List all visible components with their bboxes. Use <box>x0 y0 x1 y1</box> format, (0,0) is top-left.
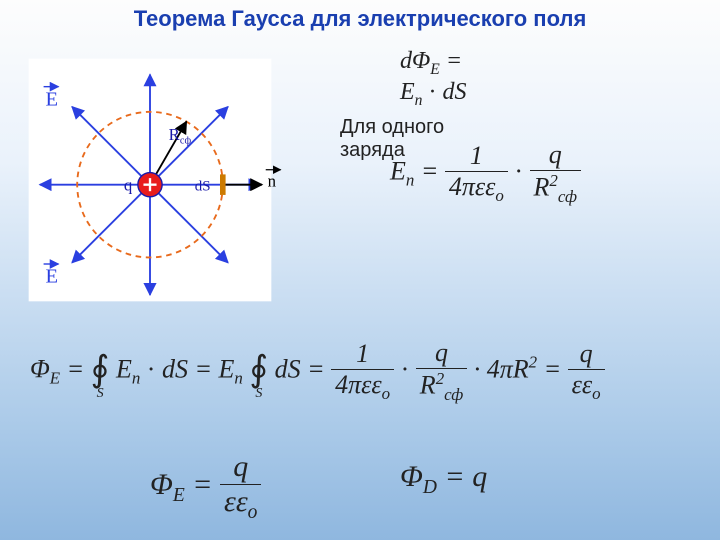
pel-phi: Φ <box>30 354 50 383</box>
gauss-sphere-diagram: E Eq Rсф dS n <box>0 40 300 320</box>
pel-E2-sub: n <box>234 369 242 388</box>
pes-d: εε <box>224 485 248 518</box>
pel-dS2: dS <box>275 354 301 383</box>
pel-eq1: = <box>67 354 85 383</box>
oint-2: ∮S <box>249 355 268 388</box>
en-lhs-sub: n <box>406 171 414 190</box>
eq-phiE-short: ΦE = q εεo <box>150 450 261 524</box>
pel-n2: q <box>416 338 467 368</box>
pel-tail-sup: 2 <box>529 353 537 372</box>
oint-1: ∮S <box>91 355 110 388</box>
pel-d1-sub: o <box>382 384 390 403</box>
phid-rhs: q <box>472 460 487 493</box>
dphi-E-sub: n <box>415 92 423 109</box>
pel-phi-sub: E <box>50 369 60 388</box>
pel-d1: 4πεε <box>335 370 382 399</box>
pel-eq3: = <box>307 354 325 383</box>
en-den2-sub: сф <box>558 187 577 206</box>
pes-n: q <box>220 450 261 484</box>
page-title: Теорема Гаусса для электрического поля <box>0 6 720 32</box>
en-den2-sup: 2 <box>549 171 557 190</box>
pel-E-sub: n <box>132 369 140 388</box>
phid-sub: D <box>423 477 437 498</box>
en-den1: 4πεε <box>449 172 496 201</box>
en-lhs: E <box>390 156 406 185</box>
oint2-sub: S <box>255 386 262 402</box>
pel-E2: E <box>219 354 235 383</box>
pel-eq4: = <box>544 354 562 383</box>
pes-phi: Φ <box>150 468 173 501</box>
en-eq: = <box>421 156 439 185</box>
pel-d3: εε <box>572 370 593 399</box>
svg-text:dS: dS <box>195 178 211 194</box>
pel-d3-sub: o <box>592 384 600 403</box>
eq-phiD: ΦD = q <box>400 460 487 499</box>
pel-d2-sup: 2 <box>436 369 444 388</box>
pel-n1: 1 <box>331 339 394 369</box>
svg-text:E: E <box>45 266 58 288</box>
svg-text:сф: сф <box>180 136 192 147</box>
en-num2: q <box>530 140 581 170</box>
dphi-lhs-sub: E <box>430 61 440 78</box>
dphi-eq: = <box>446 48 462 74</box>
svg-text:E: E <box>45 88 58 110</box>
phid-phi: Φ <box>400 460 423 493</box>
svg-text:R: R <box>169 125 181 144</box>
pel-d2-sub: сф <box>444 385 463 404</box>
pel-dot1: · <box>147 354 156 383</box>
en-den2: R <box>534 173 550 202</box>
en-den1-sub: o <box>495 186 503 205</box>
pes-eq: = <box>192 468 212 501</box>
pes-d-sub: o <box>248 502 258 523</box>
en-dot: · <box>514 156 523 185</box>
pel-n3: q <box>568 339 605 369</box>
eq-dphi: dΦE = En · dS <box>400 48 466 110</box>
oint1-sub: S <box>97 386 104 402</box>
pel-eq2: = <box>194 354 212 383</box>
eq-en: En = 1 4πεεo · q R2сф <box>390 140 581 207</box>
svg-text:q: q <box>124 175 133 194</box>
pel-dS: dS <box>162 354 188 383</box>
pel-dot2: · <box>401 354 410 383</box>
pel-tail: · 4πR <box>474 354 529 383</box>
eq-phiE-long: ΦE = ∮S En · dS = En ∮S dS = 1 4πεεo · q… <box>30 338 605 405</box>
dphi-dS: dS <box>442 79 466 105</box>
dphi-lhs: dΦ <box>400 48 430 74</box>
en-num1: 1 <box>445 141 508 171</box>
pel-d2: R <box>420 371 436 400</box>
svg-text:n: n <box>268 172 277 191</box>
phid-eq: = <box>444 460 464 493</box>
pel-E: E <box>116 354 132 383</box>
dphi-E: E <box>400 79 415 105</box>
slide: Теорема Гаусса для электрического поля E… <box>0 0 720 540</box>
pes-sub: E <box>173 485 185 506</box>
dphi-dot: · <box>428 79 436 105</box>
